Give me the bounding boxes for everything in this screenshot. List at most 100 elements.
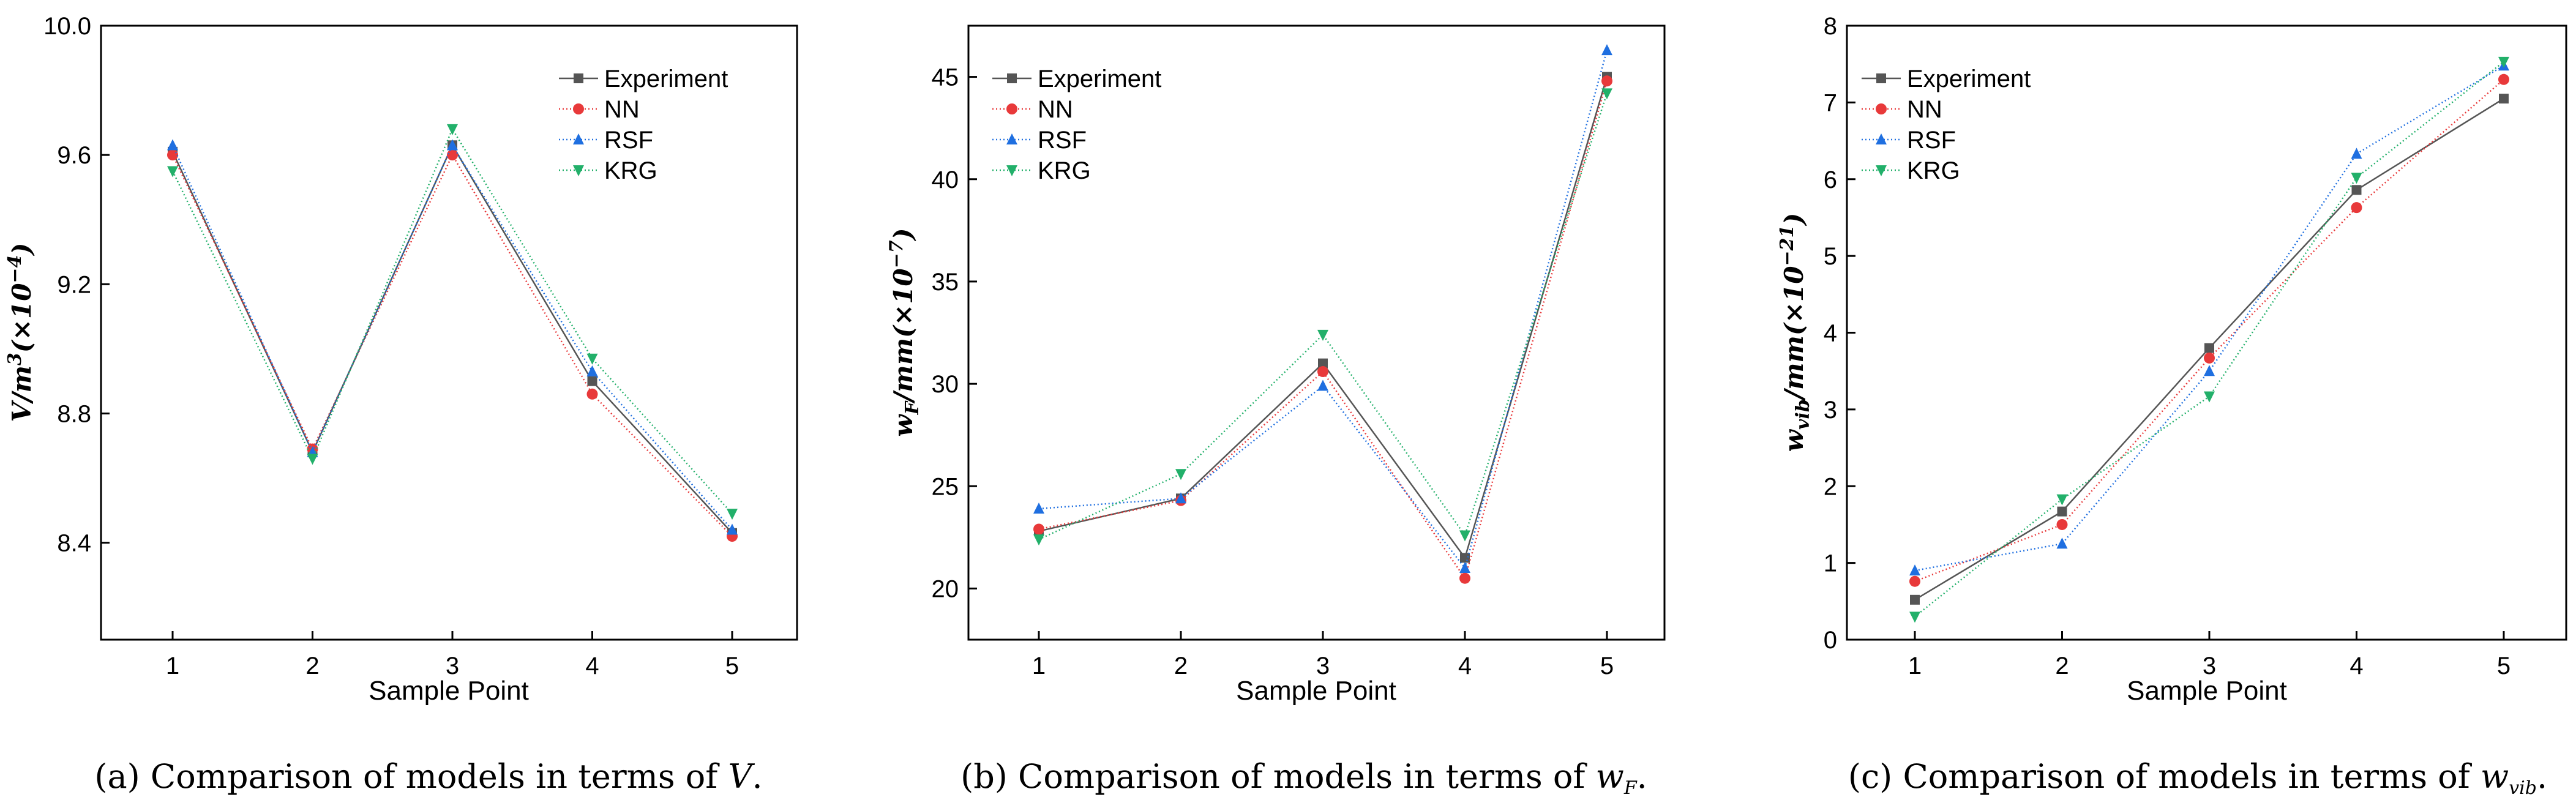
panel-c-legend: Experiment NN RSF KRG <box>1862 65 2031 184</box>
panel-c-xticks: 1 2 3 4 5 <box>1908 631 2510 679</box>
panel-c-yticks: 0 1 2 3 4 5 6 7 8 <box>1824 13 1855 654</box>
panel-a-series-nn-point <box>447 149 458 161</box>
panel-b-xtick-label: 4 <box>1458 653 1472 679</box>
panel-c-series-rsf-line <box>1914 65 2504 572</box>
panel-a-series-rsf-point <box>447 139 458 151</box>
panel-c-xtick-label: 2 <box>2055 653 2069 679</box>
panel-a-series-krg-point <box>167 166 178 178</box>
panel-c-series-rsf-point <box>2204 365 2215 376</box>
panel-a-series-nn-point <box>586 388 598 400</box>
panel-b-series-rsf-point <box>1601 44 1612 56</box>
panel-b-xtick-label: 5 <box>1600 653 1614 679</box>
panel-a-xlabel: Sample Point <box>369 676 529 706</box>
panel-c-ytick-label: 8 <box>1824 13 1837 40</box>
panel-a-ylabel: V/m3(×10−4) <box>4 243 37 422</box>
panel-a-xticks: 1 2 3 4 5 <box>166 631 739 679</box>
panel-a-series-krg-point <box>307 454 318 465</box>
panel-c-series-experiment-point <box>2351 185 2362 195</box>
panel-c-series-rsf-point <box>2351 148 2362 159</box>
panel-c-series-nn-point <box>1909 575 1920 587</box>
panel-c-series-rsf-point <box>2056 537 2068 549</box>
panel-b-xlabel: Sample Point <box>1236 676 1396 706</box>
panel-a-series-rsf-point <box>586 365 598 376</box>
panel-a-xtick-label: 4 <box>585 653 599 679</box>
panel-b-ytick-label: 30 <box>932 371 959 398</box>
panel-a-legend-experiment-marker <box>574 73 583 83</box>
panel-a-series-nn-point <box>167 149 178 161</box>
panel-c-series-nn-point <box>2351 202 2362 214</box>
panel-a-series-rsf-point <box>727 523 738 535</box>
panel-b-legend-nn-label: NN <box>1038 96 1073 123</box>
panel-c-legend-experiment-marker <box>1876 73 1886 83</box>
panel-c-xtick-label: 1 <box>1908 653 1922 679</box>
panel-c-series-nn-point <box>2204 352 2215 364</box>
panel-b-series-nn-point <box>1033 523 1044 535</box>
panel-c-xlabel: Sample Point <box>2127 676 2287 706</box>
panel-a-ytick-label: 8.8 <box>57 400 91 427</box>
panel-b-xticks: 1 2 3 4 5 <box>1032 631 1614 679</box>
panel-b-series-rsf-point <box>1033 503 1044 514</box>
panel-a-legend-krg-marker <box>573 165 584 176</box>
panel-a-legend: Experiment NN RSF KRG <box>559 65 728 184</box>
panel-b-legend: Experiment NN RSF KRG <box>992 65 1161 184</box>
panel-b-ylabel: wF/mm(×10−7) <box>886 228 923 436</box>
panel-b-series-nn-line <box>1038 80 1608 580</box>
panel-b-series-krg-point <box>1175 469 1186 481</box>
panel-c-ytick-label: 3 <box>1824 397 1837 424</box>
panel-a-caption: (a) Comparison of models in terms of V. <box>94 757 762 796</box>
panel-b-legend-rsf-label: RSF <box>1038 127 1087 154</box>
panel-c-ytick-label: 7 <box>1824 89 1837 116</box>
panel-b-series-experiment-point <box>1318 358 1328 368</box>
panel-c-ytick-label: 4 <box>1824 320 1837 347</box>
panel-b-xtick-label: 2 <box>1174 653 1188 679</box>
panel-a-series-rsf-line <box>171 143 733 531</box>
panel-b-series-krg-point <box>1459 530 1470 542</box>
panel-b-ytick-label: 35 <box>932 269 959 296</box>
panel-c-ylabel: wvib/mm(×10−21) <box>1777 213 1814 452</box>
panel-a-ytick-label: 8.4 <box>57 530 91 557</box>
panel-c: 0 1 2 3 4 5 6 7 8 1 2 3 4 5 Experiment NN RSF KRG Sampl… <box>1777 13 2567 799</box>
panel-a-series-krg-point <box>586 353 598 365</box>
panel-c-xtick-label: 4 <box>2349 653 2363 679</box>
panel-b-series-experiment-point <box>1460 553 1470 563</box>
panel-c-ytick-label: 1 <box>1824 550 1837 577</box>
panel-c-legend-krg-marker <box>1876 165 1887 176</box>
panel-a-legend-rsf-label: RSF <box>604 127 653 154</box>
panel-a-xtick-label: 2 <box>305 653 319 679</box>
panel-c-legend-nn-label: NN <box>1907 96 1942 123</box>
panel-c-xtick-label: 3 <box>2203 653 2216 679</box>
panel-a-series-krg-point <box>447 124 458 135</box>
panel-c-series-experiment-point <box>2057 506 2067 517</box>
panel-c-series-krg-point <box>2204 391 2215 403</box>
panel-b-xtick-label: 3 <box>1316 653 1330 679</box>
panel-b-ytick-label: 25 <box>932 473 959 500</box>
panel-a-legend-nn-label: NN <box>604 96 640 123</box>
panel-b-ytick-label: 40 <box>932 166 959 193</box>
panel-b-frame <box>967 24 1666 641</box>
panel-b-series <box>1033 44 1612 584</box>
panel-b-series-nn-point <box>1317 366 1328 378</box>
panel-b-xtick-label: 1 <box>1032 653 1046 679</box>
panel-b-series-krg-point <box>1317 329 1328 341</box>
panel-b-series-krg-point <box>1601 88 1612 100</box>
panel-a-ytick-label: 10.0 <box>43 13 91 40</box>
panel-c-series-rsf-point <box>1909 564 1920 576</box>
panel-c-ytick-label: 5 <box>1824 243 1837 270</box>
panel-c-legend-nn-marker <box>1876 103 1887 114</box>
panel-c-ytick-label: 6 <box>1824 166 1837 193</box>
panel-a-series-experiment-point <box>587 376 597 386</box>
panel-b-series-nn-point <box>1601 75 1612 87</box>
panel-b-series-rsf-point <box>1317 380 1328 391</box>
panel-c-series <box>1909 56 2509 623</box>
panel-b-legend-nn-marker <box>1006 103 1017 114</box>
panel-a-legend-experiment-label: Experiment <box>604 65 728 92</box>
panel-c-legend-krg-label: KRG <box>1907 157 1960 184</box>
panel-b-series-rsf-point <box>1175 492 1186 504</box>
panel-c-series-krg-point <box>2351 173 2362 184</box>
panel-c-legend-rsf-label: RSF <box>1907 127 1956 154</box>
panel-c-xtick-label: 5 <box>2497 653 2510 679</box>
panel-b-caption: (b) Comparison of models in terms of wF. <box>960 757 1647 799</box>
panel-a-frame <box>100 24 798 641</box>
panel-b-legend-experiment-label: Experiment <box>1038 65 1161 92</box>
